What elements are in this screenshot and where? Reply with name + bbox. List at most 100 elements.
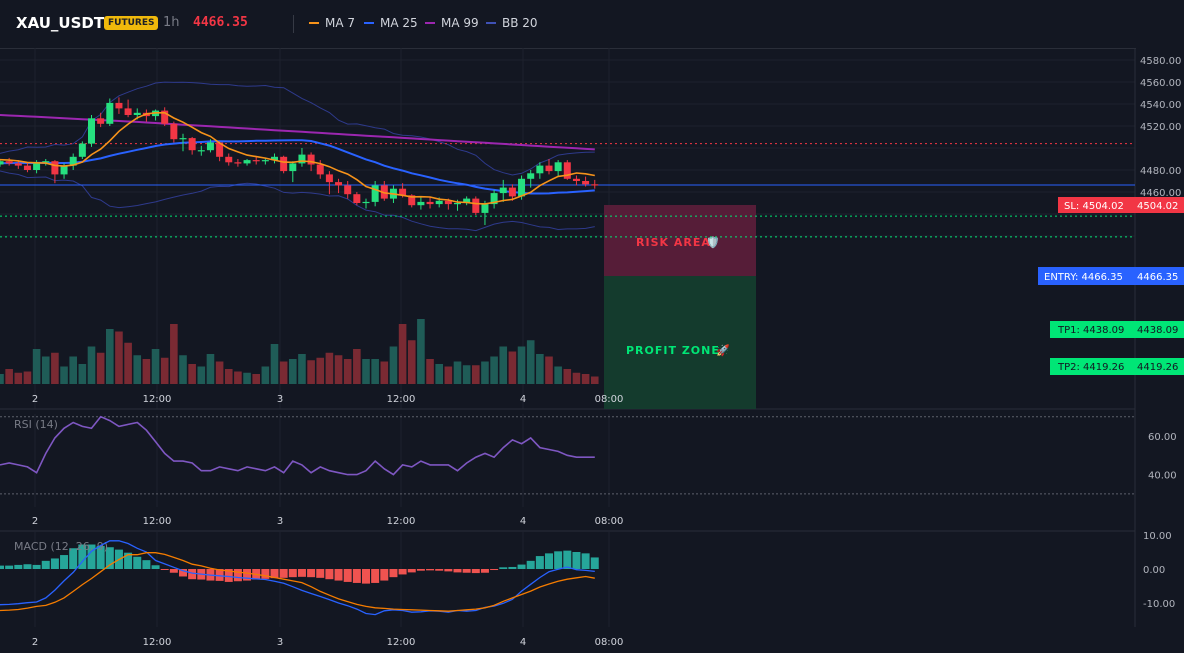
rsi-title: RSI (14) [14,418,58,431]
candle-body [225,156,233,163]
macd-hist-bar [160,569,169,570]
candle-body [188,138,196,151]
volume-bar [453,361,462,384]
macd-hist-bar [343,569,352,582]
macd-hist-bar [435,569,444,571]
candle-body [106,102,114,124]
interval-label[interactable]: 1h [163,15,180,30]
time-tick-label: 12:00 [387,394,416,405]
candle-body [536,165,544,174]
legend-ma7[interactable]: MA 7 [309,16,355,30]
volume-bar [32,349,41,384]
candle-body [51,161,59,175]
candle-body [0,161,4,165]
volume-bar [426,359,434,384]
time-tick-label: 2 [32,637,38,648]
macd-hist-bar [426,569,435,571]
legend-ma25[interactable]: MA 25 [364,16,418,30]
volume-bar [124,342,132,384]
volume-bar [325,352,334,384]
candle-body [170,123,178,140]
time-tick-label: 12:00 [143,516,172,527]
macd-hist-bar [590,557,599,569]
macd-line [0,540,595,616]
symbol-label[interactable]: XAU_USDT [16,14,105,32]
legend-bb20[interactable]: BB 20 [486,16,538,30]
candle-body [289,163,297,172]
candle-body [563,162,571,179]
volume-bar [590,376,599,384]
price-tick-label: 4540.00 [1140,100,1181,111]
macd-pane[interactable]: MACD (12, 26, 9) [0,540,599,616]
candle-body [261,160,269,162]
price-tick-label: 4480.00 [1140,166,1181,177]
volume-bar [407,340,416,384]
volume-bar [261,366,270,384]
macd-hist-bar [243,569,252,581]
volume-bar [252,374,260,384]
volume-bar [51,352,59,384]
volume-bar [389,346,398,384]
tp1-tag: TP1: 4438.09 [1057,325,1124,336]
ma25-swatch [364,21,374,24]
legend-bb20-label: BB 20 [502,16,538,30]
volume-bars [0,319,599,384]
bb-upper [0,81,595,176]
ma99-swatch [425,21,435,24]
price-tick-label: 4580.00 [1140,56,1181,67]
macd-hist-bar [261,569,270,579]
volume-bar [362,359,370,384]
ma7-line [0,112,595,205]
volume-bar [526,340,535,384]
candle-body [78,143,86,157]
price-tick-label: 4460.00 [1140,188,1181,199]
candle-body [124,108,132,115]
volume-bar [371,359,379,384]
bollinger-bands [0,81,595,232]
macd-hist-bar [380,569,389,581]
volume-bar [234,371,242,384]
volume-bar [545,356,553,384]
macd-hist-bar [69,548,78,569]
volume-bar [572,372,581,384]
legend-ma7-label: MA 7 [325,16,356,30]
price-axis[interactable]: 4580.004560.004540.004520.004480.004460.… [32,48,1184,653]
macd-hist-bar [517,564,526,569]
candle-body [97,118,105,124]
macd-hist-bar [325,569,334,580]
volume-bar [289,359,297,384]
candle-body [472,198,480,213]
bb-lower [0,170,595,232]
macd-hist-bar [288,569,297,578]
macd-hist-bar [444,569,453,572]
volume-bar [133,355,142,384]
volume-bar [462,365,471,384]
sl-tag: SL: 4504.02 [1064,201,1124,212]
signal-line [0,552,595,612]
rsi-pane[interactable]: RSI (14) [0,415,1135,495]
time-tick-label: 4 [520,394,526,405]
time-tick-label: 08:00 [595,394,624,405]
macd-hist-bar [572,552,581,569]
candle-body [234,162,242,164]
macd-hist-bar [297,569,306,577]
volume-bar [41,356,50,384]
candle-body [252,160,260,162]
volume-bar [142,359,151,384]
candle-body [216,142,224,157]
volume-bar [298,354,306,384]
entry-tag-bg [1038,267,1184,285]
price-axis-bg [1136,48,1184,653]
candle-body [335,182,343,186]
volume-bar [96,352,105,384]
macd-tick-label: 0.00 [1143,565,1165,576]
candle-body [344,185,352,195]
price-pane[interactable]: RISK AREA 🛡️ PROFIT ZONE 🚀 [0,81,1135,409]
macd-hist-bar [362,569,370,584]
legend-ma99[interactable]: MA 99 [425,16,479,30]
risk-area-box [604,205,756,276]
volume-bar [243,372,251,384]
sl-tag-bg [1058,197,1184,213]
price-tick-label: 4520.00 [1140,122,1181,133]
